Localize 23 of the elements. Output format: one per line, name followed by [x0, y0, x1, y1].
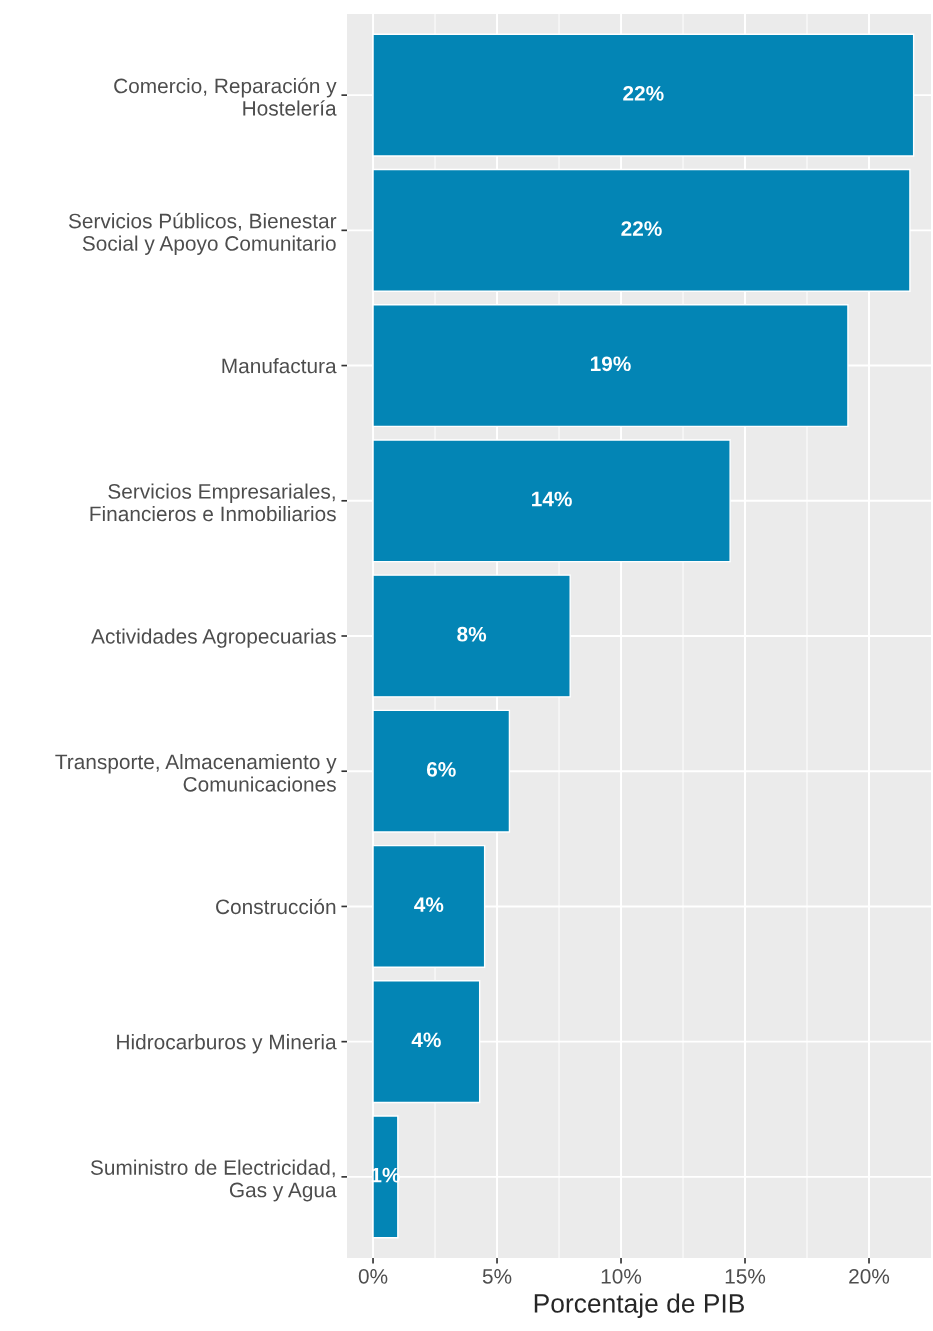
data-label: 14% — [532, 491, 572, 507]
y-tick-label: Hidrocarburos y Mineria — [117, 1034, 337, 1054]
data-label: 22% — [621, 221, 662, 236]
x-tick-label: 10% — [601, 1268, 642, 1284]
data-label: 6% — [426, 762, 456, 777]
data-label: 4% — [414, 897, 444, 912]
y-tick-label: Servicios Empresariales, Financieros e Inmobiliarios — [90, 483, 336, 522]
x-tick-label: 15% — [725, 1269, 766, 1284]
x-tick-label: 5% — [482, 1269, 512, 1284]
y-tick-label: Construcción — [216, 898, 336, 915]
data-label: 22% — [623, 85, 664, 101]
data-label: 8% — [457, 626, 487, 642]
y-tick-label: Comercio, Reparación y Hostelería — [114, 77, 337, 116]
y-tick-label: Suministro de Electricidad, Gas y Agua — [90, 1159, 337, 1202]
y-tick-label: Transporte, Almacenamiento y Comunicaciones — [55, 753, 337, 792]
y-tick-label: Servicios Públicos, Bienestar Social y Apoyo Comunitario — [68, 212, 337, 255]
x-tick-label: 0% — [358, 1268, 388, 1284]
y-tick-label: Manufactura — [222, 358, 337, 374]
y-tick-label: Actividades Agropecuarias — [91, 628, 336, 648]
x-tick-label: 20% — [849, 1268, 890, 1284]
x-axis-title: Porcentaje de PIB — [534, 1293, 744, 1318]
data-label: 19% — [590, 356, 631, 372]
data-label: 4% — [411, 1032, 441, 1048]
